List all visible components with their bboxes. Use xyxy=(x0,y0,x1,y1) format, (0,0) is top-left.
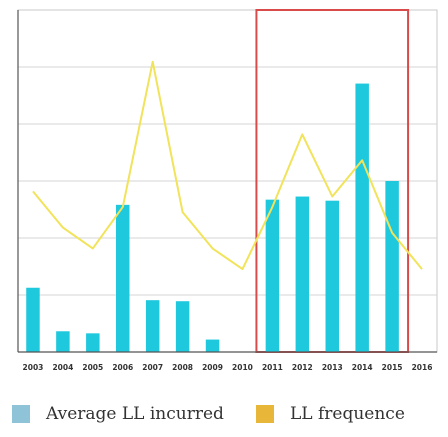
bar-2003 xyxy=(26,287,40,352)
legend-swatch-average-ll-incurred xyxy=(12,405,30,423)
x-tick-label-2004: 2004 xyxy=(52,363,73,372)
bar-series xyxy=(26,83,399,352)
bar-2009 xyxy=(205,339,220,352)
bar-2004 xyxy=(56,331,70,352)
x-tick-label-2012: 2012 xyxy=(292,363,313,372)
x-tick-label-2015: 2015 xyxy=(382,363,403,372)
chart: 2003 2004 2005 2006 2007 2008 2009 2010 2011 2012… xyxy=(17,9,438,372)
bar-2011 xyxy=(265,199,280,352)
legend-item-ll-frequence[interactable]: LL frequence xyxy=(256,404,405,424)
bar-2013 xyxy=(325,200,339,352)
x-tick-label-2016: 2016 xyxy=(412,363,433,372)
legend-swatch-ll-frequence xyxy=(256,405,274,423)
x-tick-label-2014: 2014 xyxy=(352,363,373,372)
legend-label: LL frequence xyxy=(290,404,405,424)
x-tick-label-2011: 2011 xyxy=(262,363,283,372)
x-tick-label-2003: 2003 xyxy=(23,363,44,372)
line-ll-frequence xyxy=(32,60,423,271)
bar-2008 xyxy=(175,301,190,352)
bar-2014 xyxy=(355,83,369,352)
bar-2012 xyxy=(295,196,310,352)
x-tick-label-2008: 2008 xyxy=(172,363,193,372)
bar-2007 xyxy=(145,300,160,352)
chart-grid xyxy=(17,9,438,353)
legend: Average LL incurred LL frequence xyxy=(0,404,448,434)
x-tick-label-2006: 2006 xyxy=(112,363,133,372)
line-series xyxy=(32,60,423,271)
bar-2015 xyxy=(385,181,399,352)
axis xyxy=(17,10,437,353)
legend-item-average-ll-incurred[interactable]: Average LL incurred xyxy=(12,404,224,424)
x-tick-labels: 2003 2004 2005 2006 2007 2008 2009 2010 2011 2012… xyxy=(23,363,433,372)
x-tick-label-2010: 2010 xyxy=(232,363,253,372)
bar-2006 xyxy=(116,204,130,352)
bar-2005 xyxy=(86,333,100,352)
x-tick-label-2007: 2007 xyxy=(142,363,163,372)
x-tick-label-2005: 2005 xyxy=(82,363,103,372)
x-tick-label-2009: 2009 xyxy=(202,363,223,372)
x-tick-label-2013: 2013 xyxy=(322,363,343,372)
legend-label: Average LL incurred xyxy=(46,404,224,424)
